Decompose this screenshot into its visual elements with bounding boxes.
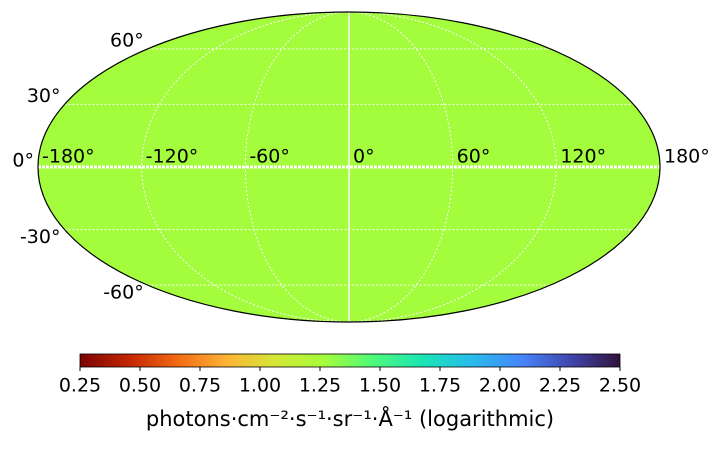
lon-label: 60°: [457, 146, 491, 168]
colorbar: [79, 353, 621, 368]
colorbar-tick-label: 1.75: [419, 375, 461, 397]
lon-label: -180°: [42, 146, 95, 168]
colorbar-tick-label: 0.50: [119, 375, 161, 397]
colorbar-tick-label: 1.50: [359, 375, 401, 397]
lon-label: -60°: [249, 146, 290, 168]
lat-label: -60°: [103, 282, 144, 304]
colorbar-tick-label: 2.25: [539, 375, 581, 397]
colorbar-tick-label: 1.00: [239, 375, 281, 397]
colorbar-label: photons·cm⁻²·s⁻¹·sr⁻¹·Å⁻¹ (logarithmic): [146, 405, 554, 431]
lat-label: 0°: [12, 150, 34, 172]
meridian: [348, 11, 557, 323]
meridian: [141, 11, 350, 323]
lon-label: 120°: [560, 146, 606, 168]
lat-label: 30°: [27, 85, 61, 107]
meridian: [244, 11, 350, 323]
lon-label: 0°: [353, 146, 375, 168]
colorbar-tick-label: 0.75: [179, 375, 221, 397]
colorbar-tick-label: 2.00: [479, 375, 521, 397]
lat-label: 60°: [110, 29, 144, 51]
lon-label: -120°: [146, 146, 199, 168]
map-border: [37, 11, 661, 323]
lat-label: -30°: [20, 226, 61, 248]
colorbar-tick-label: 2.50: [599, 375, 641, 397]
colorbar-tick-label: 1.25: [299, 375, 341, 397]
lon-label: 180°: [664, 146, 710, 168]
colorbar-tick-label: 0.25: [59, 375, 101, 397]
